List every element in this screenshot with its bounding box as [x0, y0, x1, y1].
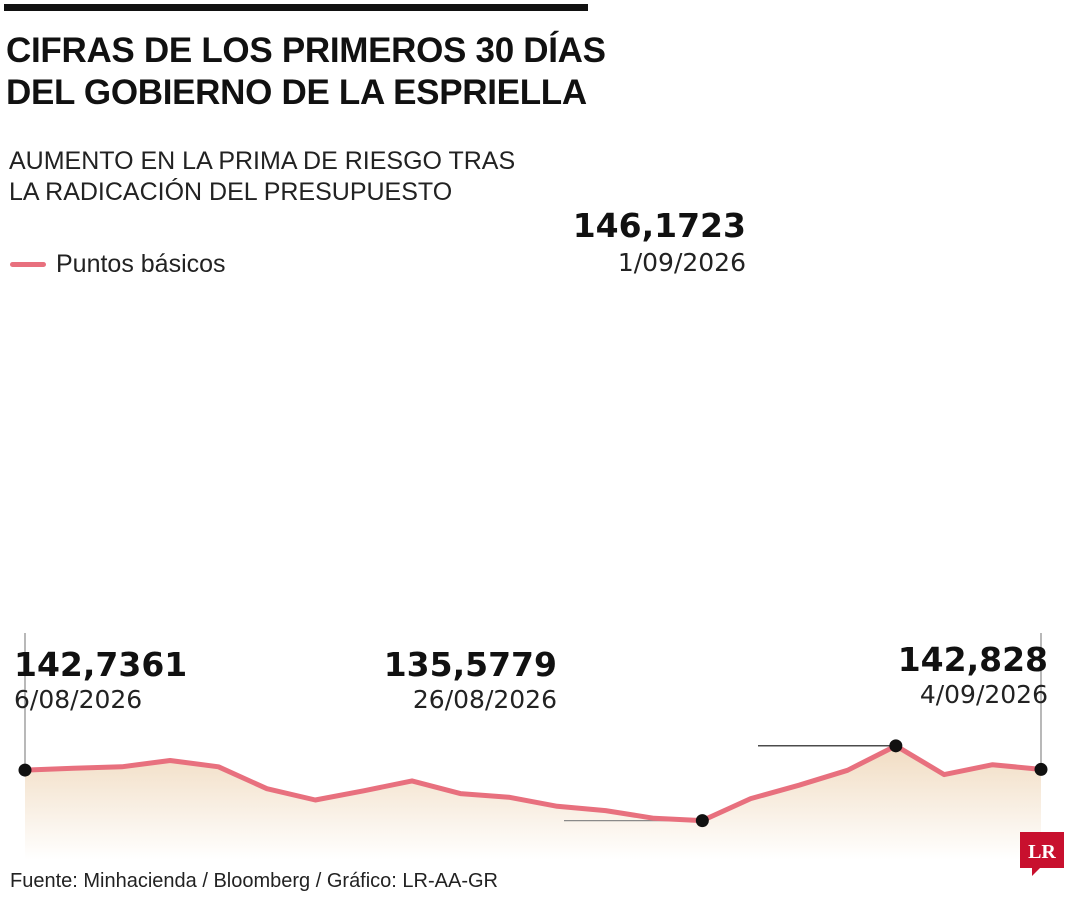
data-point-end: [1034, 762, 1048, 776]
legend: Puntos básicos: [10, 248, 226, 280]
date-label-min: 26/08/2026: [413, 685, 557, 714]
title-line-1: CIFRAS DE LOS PRIMEROS 30 DÍAS: [6, 31, 606, 70]
data-point-min: [695, 814, 709, 828]
top-rule: [4, 4, 588, 11]
chart-subtitle: AUMENTO EN LA PRIMA DE RIESGO TRAS LA RA…: [9, 146, 569, 208]
source-note: Fuente: Minhacienda / Bloomberg / Gráfic…: [10, 870, 498, 892]
chart-title: CIFRAS DE LOS PRIMEROS 30 DÍAS DEL GOBIE…: [6, 30, 606, 114]
date-label-end: 4/09/2026: [920, 680, 1048, 709]
subtitle-line-1: AUMENTO EN LA PRIMA DE RIESGO TRAS: [9, 147, 516, 175]
logo-badge: [1020, 832, 1064, 876]
date-label-max: 1/09/2026: [618, 248, 746, 277]
series-line-puntos-basicos: [22, 743, 1044, 824]
value-label-start: 142,7361: [14, 645, 187, 684]
value-label-end: 142,828: [898, 640, 1048, 679]
lr-logo: LR: [1020, 832, 1064, 876]
value-label-max: 146,1723: [573, 206, 746, 245]
data-point-start: [18, 763, 32, 777]
annotation-leaders: [24, 633, 1042, 822]
logo-text: LR: [1028, 841, 1056, 863]
title-line-2: DEL GOBIERNO DE LA ESPRIELLA: [6, 73, 587, 112]
legend-label: Puntos básicos: [56, 249, 226, 278]
legend-swatch: [10, 261, 46, 267]
value-label-min: 135,5779: [384, 645, 557, 684]
subtitle-line-2: LA RADICACIÓN DEL PRESUPUESTO: [9, 178, 453, 206]
date-label-start: 6/08/2026: [14, 685, 142, 714]
data-point-max: [889, 739, 903, 753]
